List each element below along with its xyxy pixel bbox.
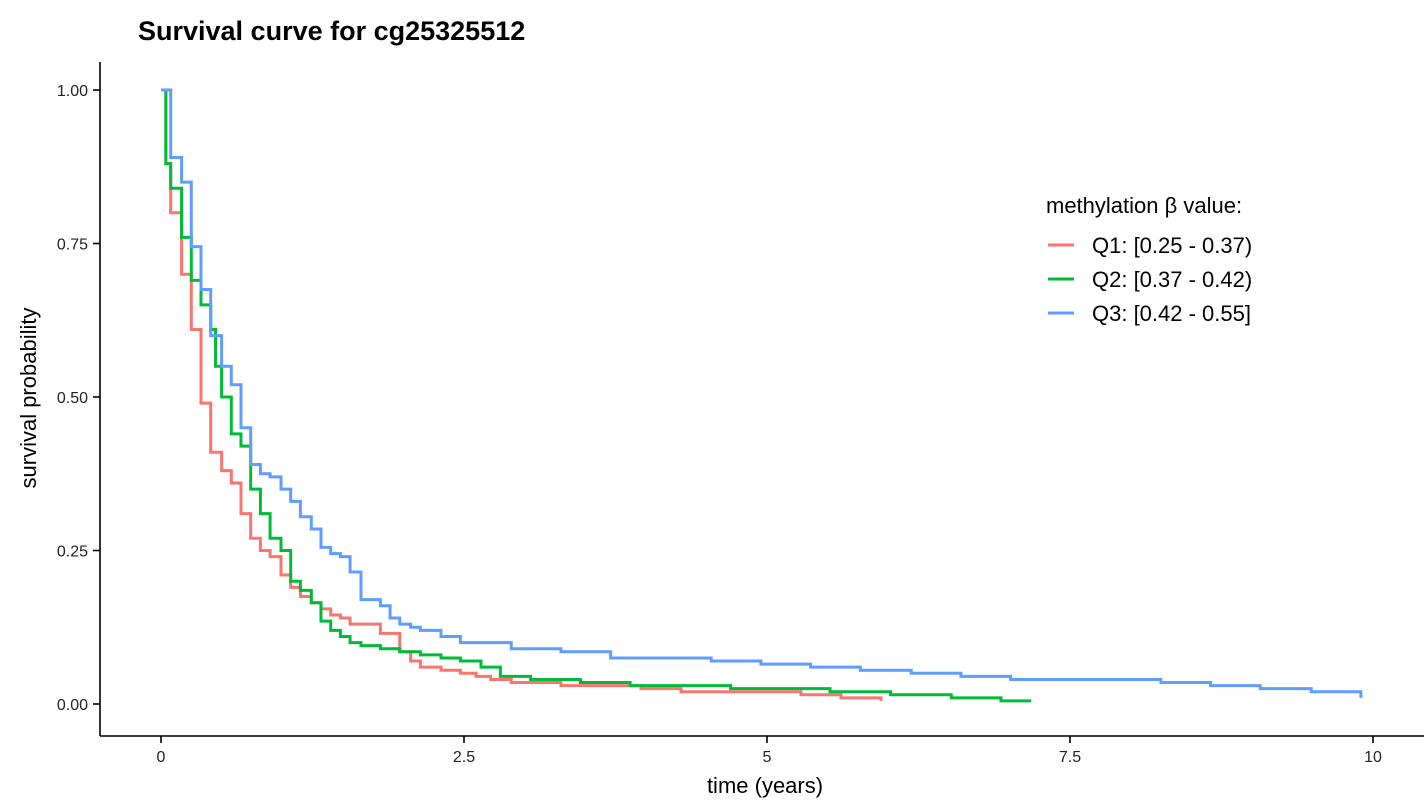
y-axis-ticks: 0.00 0.25 0.50 0.75 1.00 (57, 83, 100, 714)
y-tick-label: 0.75 (57, 237, 88, 254)
x-tick-label: 10 (1364, 749, 1382, 766)
legend: methylation β value: Q1: [0.25 - 0.37) Q2… (1046, 193, 1252, 326)
x-tick-label: 0 (157, 749, 166, 766)
y-tick-label: 0.25 (57, 544, 88, 561)
plot-area: 0.00 0.25 0.50 0.75 1.00 0 2.5 5 7.5 10 (57, 62, 1424, 766)
legend-label-q2: Q2: [0.37 - 0.42) (1092, 267, 1252, 292)
x-tick-label: 7.5 (1059, 749, 1081, 766)
y-tick-label: 1.00 (57, 83, 88, 100)
y-axis-title: survival probability (16, 308, 41, 489)
x-axis-title: time (years) (707, 773, 823, 798)
legend-title: methylation β value: (1046, 193, 1242, 218)
legend-label-q3: Q3: [0.42 - 0.55] (1092, 301, 1251, 326)
y-tick-label: 0.00 (57, 697, 88, 714)
series-line-q2 (161, 88, 1032, 703)
x-axis-ticks: 0 2.5 5 7.5 10 (157, 736, 1382, 766)
x-tick-label: 2.5 (453, 749, 475, 766)
chart-title: Survival curve for cg25325512 (138, 16, 525, 46)
y-tick-label: 0.50 (57, 390, 88, 407)
series-lines (161, 88, 1363, 703)
series-line-q1 (161, 88, 883, 701)
legend-label-q1: Q1: [0.25 - 0.37) (1092, 233, 1252, 258)
x-tick-label: 5 (763, 749, 772, 766)
series-line-q3 (161, 88, 1363, 698)
legend-items: Q1: [0.25 - 0.37) Q2: [0.37 - 0.42) Q3: [0… (1048, 233, 1252, 326)
